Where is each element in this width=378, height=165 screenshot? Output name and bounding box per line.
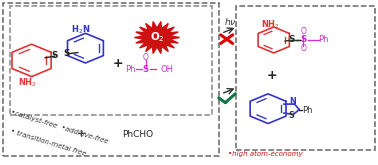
Bar [10, 6, 212, 115]
Text: H$_2$N: H$_2$N [71, 24, 91, 36]
Text: Ph: Ph [319, 35, 329, 44]
Text: NH$_2$: NH$_2$ [261, 18, 280, 31]
Text: • transition-metal free: • transition-metal free [10, 129, 87, 157]
Text: +: + [266, 69, 277, 82]
Text: Ph: Ph [125, 65, 136, 74]
Text: O: O [301, 44, 307, 53]
Text: S: S [143, 65, 149, 74]
Text: +: + [112, 57, 123, 70]
Bar [3, 3, 219, 156]
Bar [236, 6, 375, 150]
Text: $h\nu$: $h\nu$ [225, 16, 237, 27]
Text: OH: OH [161, 65, 174, 74]
Text: •catalyst-free  •additive-free: •catalyst-free •additive-free [10, 109, 109, 144]
Text: NH$_2$: NH$_2$ [18, 76, 37, 89]
Text: PhCHO: PhCHO [122, 130, 154, 139]
Text: O: O [143, 53, 149, 63]
Text: S: S [288, 111, 294, 120]
Text: S: S [300, 35, 307, 44]
Text: •high atom-economy: •high atom-economy [228, 151, 303, 157]
Text: +: + [77, 129, 86, 139]
Text: O$_2$: O$_2$ [150, 31, 164, 44]
Text: S: S [51, 51, 58, 60]
Text: Ph: Ph [302, 106, 313, 115]
Polygon shape [135, 22, 180, 53]
Text: S: S [288, 35, 295, 44]
Text: S: S [64, 49, 70, 58]
Text: O: O [301, 27, 307, 36]
Text: N: N [290, 97, 296, 106]
